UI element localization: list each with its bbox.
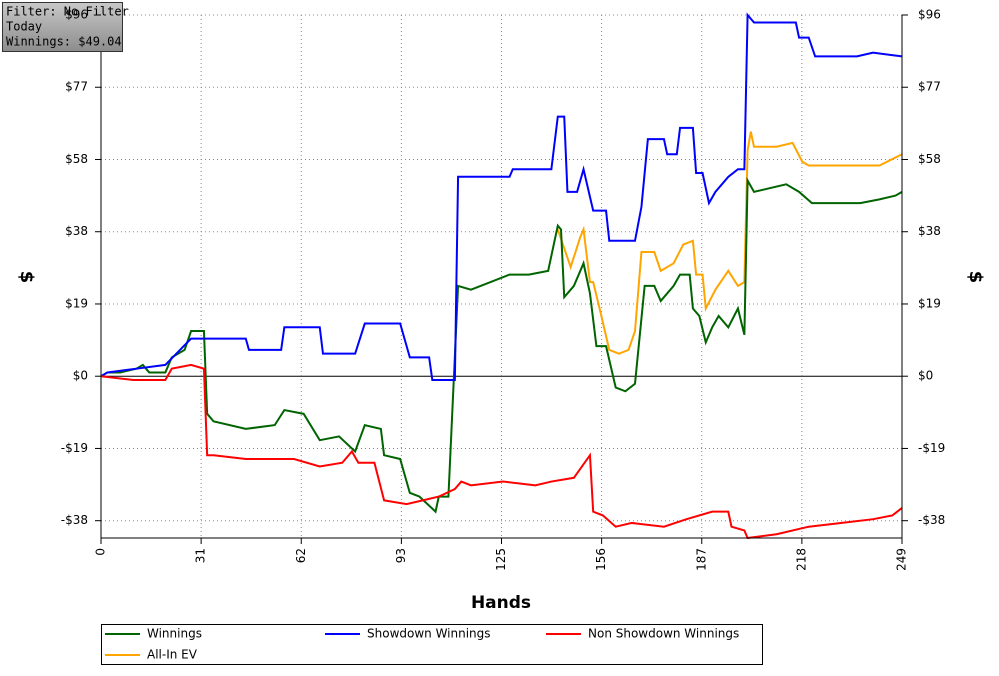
y-tick-label: $38 [65,224,88,238]
y2-tick-label: $19 [918,296,941,310]
y2-tick-label: $77 [918,80,941,94]
legend-label: All-In EV [147,648,198,662]
x-tick-label: 125 [494,548,508,571]
info-winnings: Winnings: $49.04 [6,35,122,49]
x-tick-label: 156 [594,548,608,571]
x-tick-label: 187 [694,548,708,571]
grid [100,14,903,538]
x-tick-label: 249 [895,548,909,571]
x-tick-label: 62 [294,548,308,563]
x-axis-label: Hands [471,593,531,613]
lines [100,12,903,540]
series-line [100,12,903,381]
series-line [100,363,903,540]
y2-tick-label: $58 [918,152,941,166]
y-tick-label: $58 [65,152,88,166]
series-line [100,176,903,514]
y-tick-label: -$19 [61,441,88,455]
info-box-bg [2,2,123,52]
y2-tick-label: -$19 [918,441,945,455]
y-tick-label: $19 [65,296,88,310]
x-tick-label: 0 [94,548,108,556]
x-tick-label: 93 [394,548,408,563]
y2-tick-label: $38 [918,224,941,238]
plot-area [101,15,902,538]
x-tick-label: 31 [194,548,208,563]
y2-tick-label: -$38 [918,513,945,527]
x-tick-label: 218 [794,548,808,571]
y2-axis-label: $ [965,271,986,284]
y-axis-label: $ [16,271,37,284]
y-tick-label: $0 [73,369,88,383]
y-tick-label: $96 [65,8,88,22]
series-line [556,131,903,355]
info-period: Today [6,20,42,34]
legend-label: Non Showdown Winnings [588,627,739,641]
legend-label: Winnings [147,627,202,641]
y-tick-label: $77 [65,80,88,94]
y2-tick-label: $0 [918,369,933,383]
legend-box [101,624,763,665]
legend-label: Showdown Winnings [367,627,491,641]
info-box: Filter: No Filter Today Winnings: $49.04 [2,2,129,52]
y-tick-label: -$38 [61,513,88,527]
y2-tick-label: $96 [918,8,941,22]
